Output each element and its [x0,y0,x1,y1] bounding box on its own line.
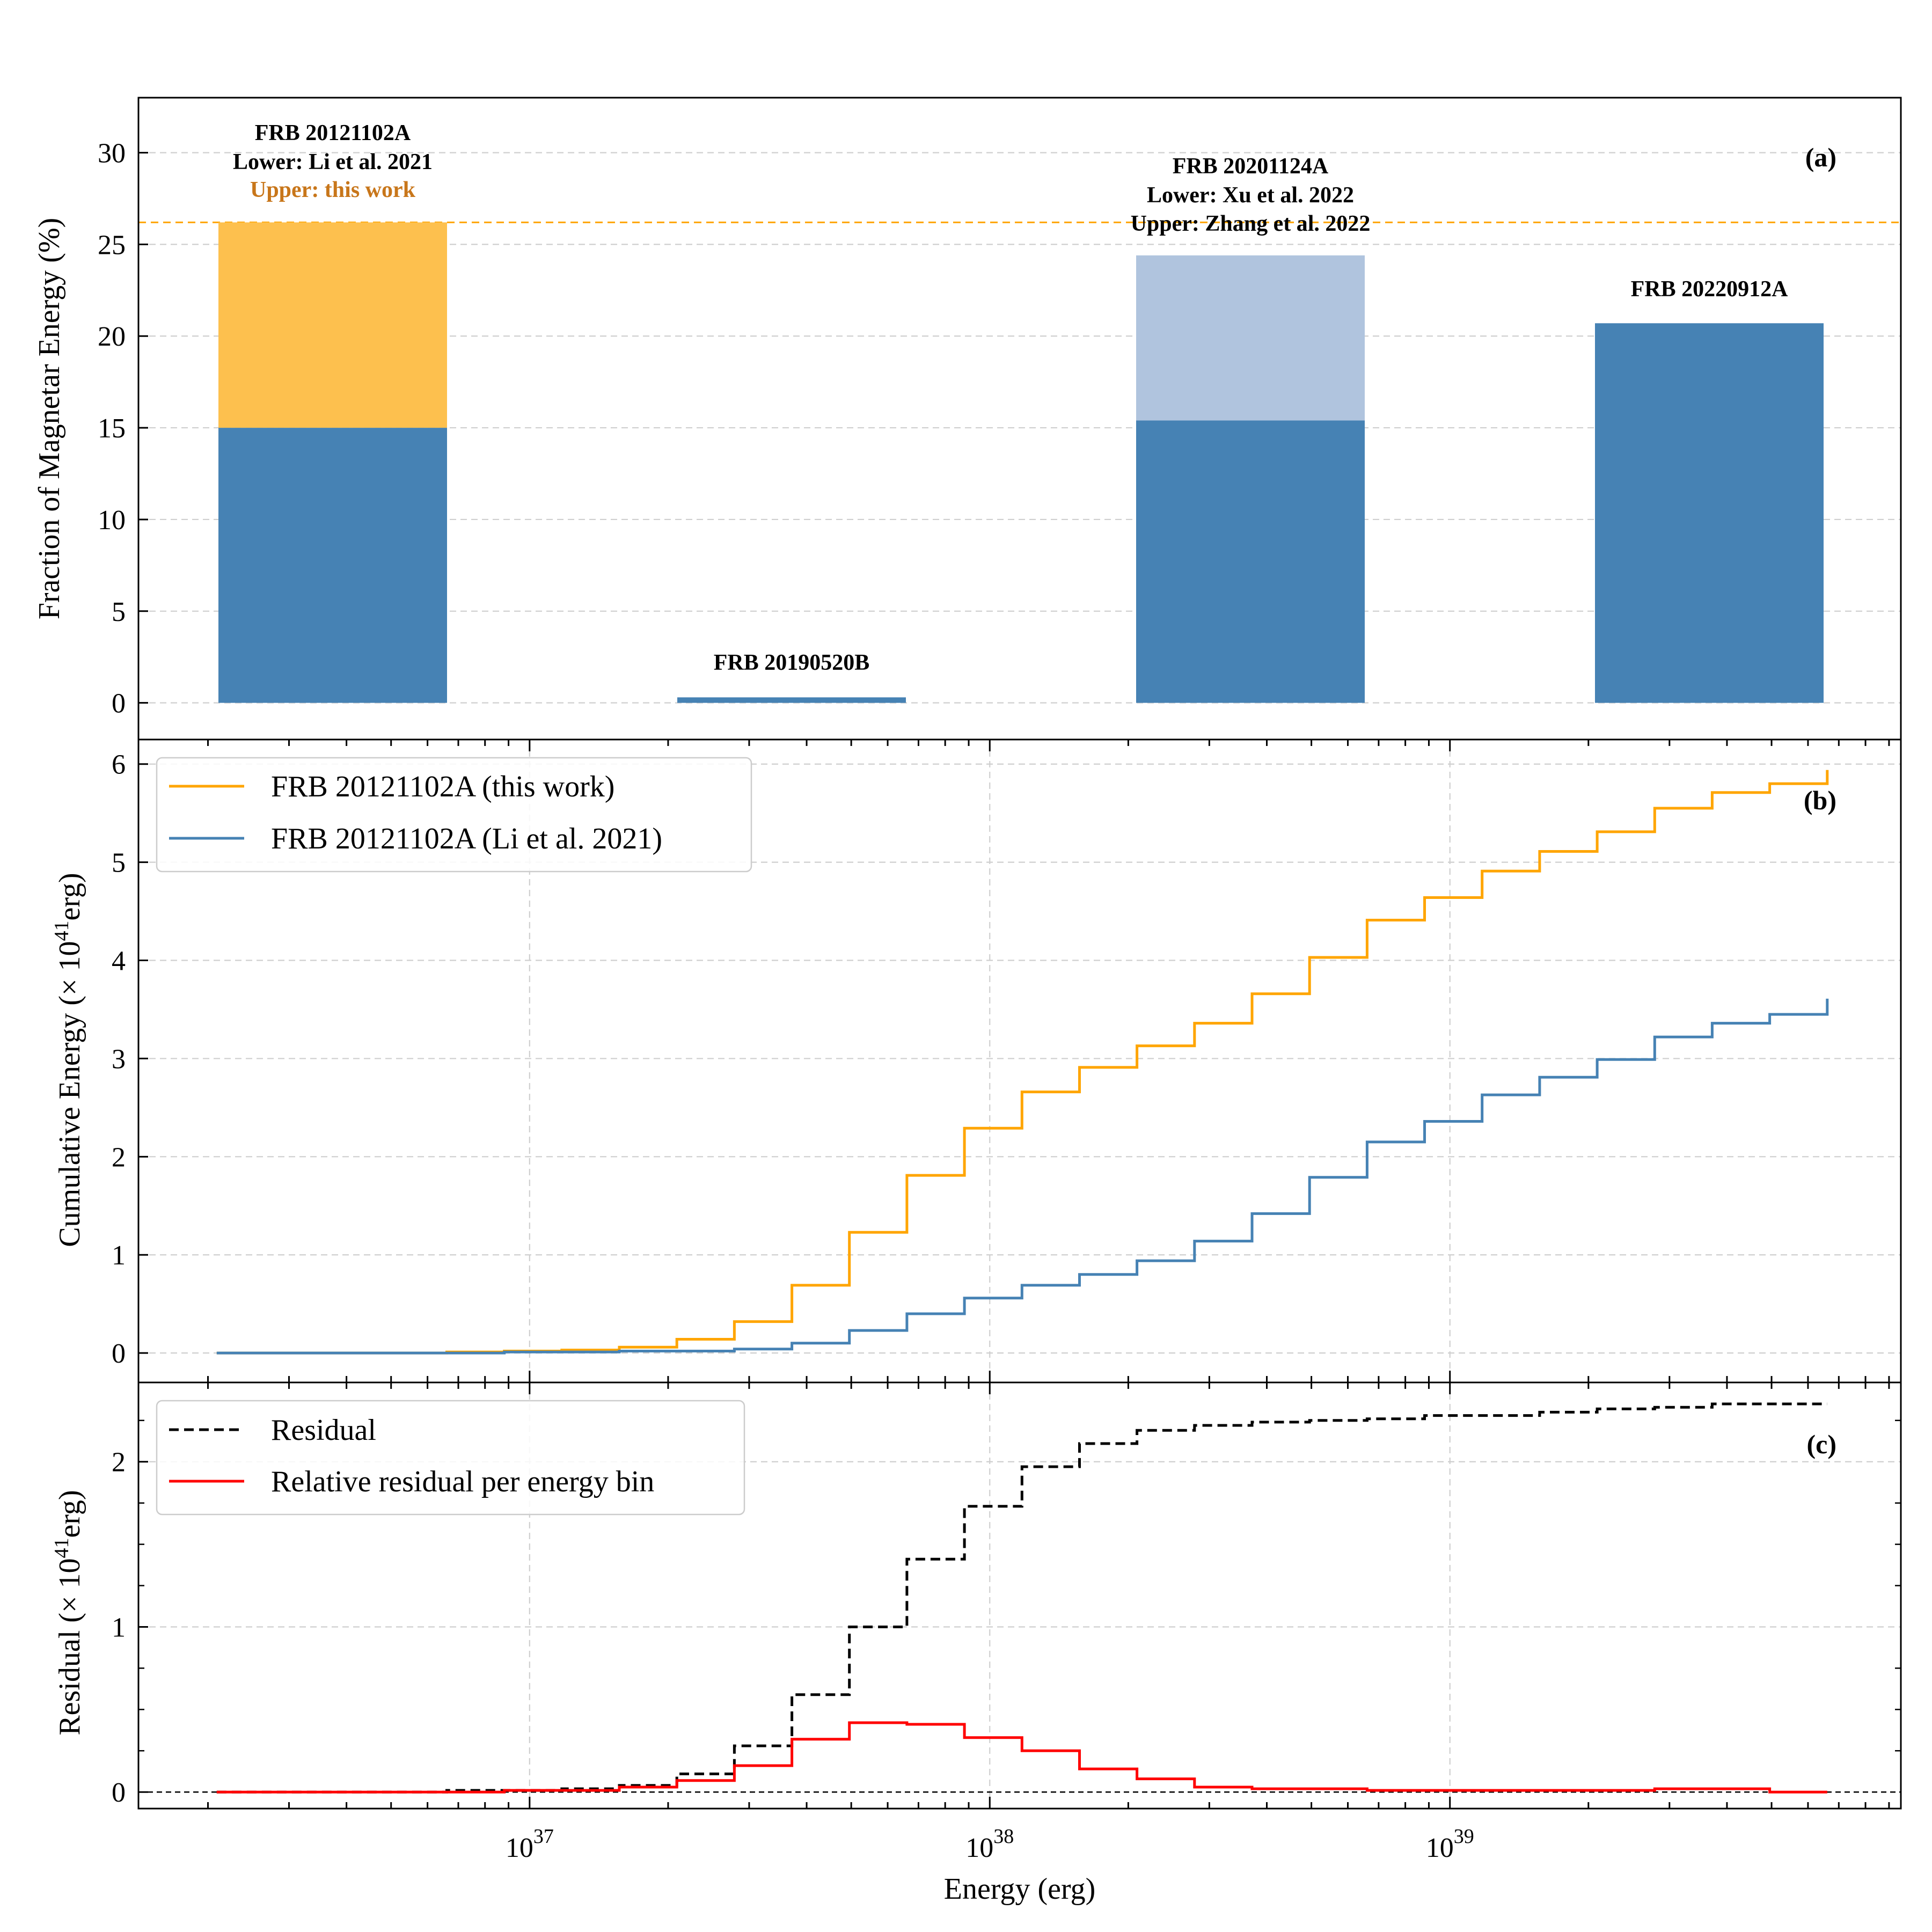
a-ytick-label-5: 5 [112,597,126,627]
panel-c-x-ticks: 1037 1038 1039 [207,1382,1890,1863]
c-xtick-label-exp-38: 38 [993,1825,1014,1848]
panel-a-y-axis-label: Fraction of Magnetar Energy (%) [33,218,66,619]
panel-b-series [216,770,1829,1355]
legend-label-this-work: FRB 20121102A (this work) [271,770,614,803]
panel-a-bars [218,222,1824,703]
bar-label-frb20201124a-lower: Lower: Xu et al. 2022 [1147,183,1354,208]
panel-b-cumulative-energy: 0 1 2 3 4 5 6 (b) Cumulative Energy (× 1041erg… [50,740,1901,1382]
legend-label-li-2021: FRB 20121102A (Li et al. 2021) [271,822,662,855]
c-ytick-label-1: 1 [112,1612,126,1643]
series-line-this-work [216,770,1829,1355]
panel-c-frame [137,1381,1902,1810]
panel-c-tag: (c) [1807,1429,1837,1459]
bar-label-frb20201124a-name: FRB 20201124A [1173,154,1329,179]
a-ytick-label-15: 15 [98,413,126,444]
panel-b-y-axis-label-exp: 41 [50,920,73,941]
panel-a-tag: (a) [1805,142,1836,172]
panel-b-y-axis-label-post: erg) [53,873,86,920]
panel-b-legend: FRB 20121102A (this work) FRB 20121102A … [156,757,752,873]
a-ytick-label-0: 0 [112,689,126,719]
b-ytick-label-0: 0 [112,1338,126,1369]
bar-label-frb20121102a-lower: Lower: Li et al. 2021 [233,150,433,174]
c-xtick-label-exp-39: 39 [1454,1825,1474,1848]
bar-label-frb20121102a-name: FRB 20121102A [255,121,411,145]
c-xtick-label-38: 1038 [965,1825,1014,1863]
bar-label-frb20121102a-upper: Upper: this work [250,178,416,202]
bar-label-frb20220912a-name: FRB 20220912A [1631,277,1789,302]
bar-upper-frb20201124a [1136,255,1365,421]
b-ytick-label-3: 3 [112,1044,126,1074]
panel-b-y-axis-label-pre: Cumulative Energy (× 10 [53,941,86,1247]
c-xtick-label-39: 1039 [1426,1825,1474,1863]
bar-lower-frb20190520b [677,697,906,703]
series-line-li-2021 [216,998,1829,1355]
panel-c-legend-box [156,1400,745,1516]
bar-lower-frb20201124a [1136,420,1365,703]
b-ytick-label-2: 2 [112,1142,126,1173]
b-ytick-label-4: 4 [112,946,126,977]
bar-label-frb20190520b-name: FRB 20190520B [714,650,870,675]
c-xtick-label-base-38: 10 [965,1833,993,1863]
c-ytick-label-0: 0 [112,1777,126,1808]
a-ytick-label-20: 20 [98,321,126,352]
panel-c-residual: 012 1037 1038 1039 (c) Residual (× 1041erg… [50,1382,1901,1906]
c-xtick-label-37: 1037 [506,1825,554,1863]
series-line-residual [216,1402,1827,1794]
panel-c-y-axis-label-exp: 41 [50,1538,73,1558]
panel-c-y-ticks: 0 1 2 [112,1419,1901,1808]
a-ytick-label-25: 25 [98,230,126,260]
c-xtick-label-base-37: 10 [506,1833,533,1863]
panel-c-legend: Residual Relative residual per energy bi… [156,1400,745,1516]
legend-label-residual: Residual [271,1414,376,1447]
panel-c-series [216,1402,1827,1794]
legend-label-relative-residual: Relative residual per energy bin [271,1465,654,1498]
panel-b-y-ticks: 0 1 2 3 4 5 6 [112,750,148,1369]
a-ytick-label-10: 10 [98,505,126,536]
panel-c-y-axis-label: Residual (× 1041erg) [50,1490,86,1735]
panel-a-y-ticks: 0 5 10 15 20 25 30 [98,138,148,719]
c-ytick-label-2: 2 [112,1447,126,1478]
c-xtick-label-exp-37: 37 [533,1825,554,1848]
panel-a-bar-labels: FRB 20121102A Lower: Li et al. 2021 Uppe… [233,121,1788,675]
panel-b-y-axis-label: Cumulative Energy (× 1041erg) [50,873,86,1247]
bar-lower-frb20121102a [218,428,447,703]
panel-a-bar-chart: FRB 20121102A Lower: Li et al. 2021 Uppe… [33,121,1901,719]
b-ytick-label-1: 1 [112,1240,126,1271]
b-ytick-label-6: 6 [112,750,126,780]
bar-upper-frb20121102a [218,222,447,428]
a-ytick-label-30: 30 [98,138,126,169]
panel-c-x-axis-label: Energy (erg) [944,1872,1096,1906]
panel-b-tag: (b) [1804,785,1836,815]
panel-b-legend-box [156,757,752,873]
panel-b-x-ticks [207,740,1890,1382]
bar-lower-frb20220912a [1595,323,1824,703]
b-ytick-label-5: 5 [112,848,126,879]
panel-c-y-axis-label-post: erg) [53,1490,86,1538]
bar-label-frb20201124a-upper: Upper: Zhang et al. 2022 [1131,211,1371,236]
series-line-relative-residual [216,1721,1827,1794]
panel-c-y-axis-label-pre: Residual (× 10 [53,1558,86,1735]
c-xtick-label-base-39: 10 [1426,1833,1454,1863]
